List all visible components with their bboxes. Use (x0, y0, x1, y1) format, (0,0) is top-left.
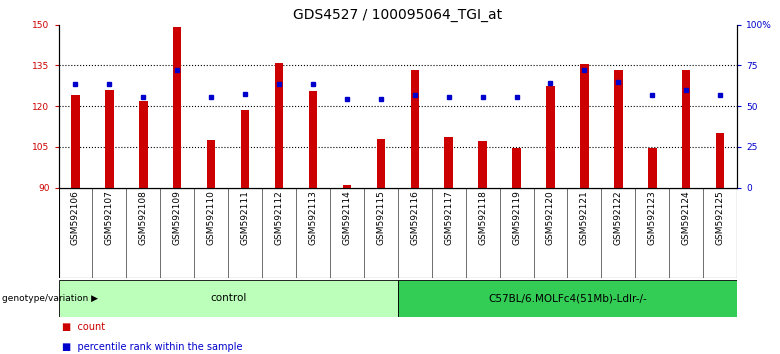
Text: GSM592117: GSM592117 (444, 190, 453, 245)
Text: GSM592113: GSM592113 (308, 190, 317, 245)
Bar (512, 148, 521, 188)
Bar (614, 69, 622, 188)
Text: GSM592108: GSM592108 (139, 190, 148, 245)
Bar (105, 90, 114, 188)
Text: GSM592114: GSM592114 (342, 190, 352, 245)
Text: GSM592119: GSM592119 (512, 190, 521, 245)
Text: GSM592122: GSM592122 (614, 190, 623, 245)
Text: GSM592123: GSM592123 (647, 190, 657, 245)
Bar (309, 91, 317, 188)
Text: C57BL/6.MOLFc4(51Mb)-Ldlr-/-: C57BL/6.MOLFc4(51Mb)-Ldlr-/- (488, 293, 647, 303)
Text: GSM592115: GSM592115 (376, 190, 385, 245)
Title: GDS4527 / 100095064_TGI_at: GDS4527 / 100095064_TGI_at (293, 8, 502, 22)
Bar (275, 63, 283, 188)
Bar (546, 86, 555, 188)
Bar (478, 142, 487, 188)
Text: GSM592110: GSM592110 (207, 190, 216, 245)
Bar (173, 28, 182, 188)
Bar (445, 137, 453, 188)
Bar (58, 280, 398, 317)
Text: GSM592109: GSM592109 (172, 190, 182, 245)
Text: GSM592106: GSM592106 (71, 190, 80, 245)
Bar (682, 69, 690, 188)
Text: ■  count: ■ count (62, 322, 105, 332)
Text: GSM592107: GSM592107 (105, 190, 114, 245)
Text: GSM592121: GSM592121 (580, 190, 589, 245)
Text: control: control (210, 293, 246, 303)
Bar (398, 280, 737, 317)
Bar (377, 139, 385, 188)
Bar (342, 185, 351, 188)
Bar (71, 95, 80, 188)
Text: GSM592112: GSM592112 (275, 190, 284, 245)
Text: ■  percentile rank within the sample: ■ percentile rank within the sample (62, 342, 243, 352)
Text: GSM592111: GSM592111 (240, 190, 250, 245)
Text: GSM592125: GSM592125 (715, 190, 725, 245)
Text: GSM592116: GSM592116 (410, 190, 420, 245)
Text: GSM592124: GSM592124 (682, 190, 691, 245)
Text: GSM592120: GSM592120 (546, 190, 555, 245)
Text: GSM592118: GSM592118 (478, 190, 488, 245)
Text: genotype/variation ▶: genotype/variation ▶ (2, 294, 98, 303)
Bar (648, 148, 657, 188)
Bar (410, 69, 419, 188)
Bar (716, 133, 725, 188)
Bar (241, 110, 250, 188)
Bar (207, 140, 215, 188)
Bar (580, 64, 589, 188)
Bar (139, 101, 147, 188)
